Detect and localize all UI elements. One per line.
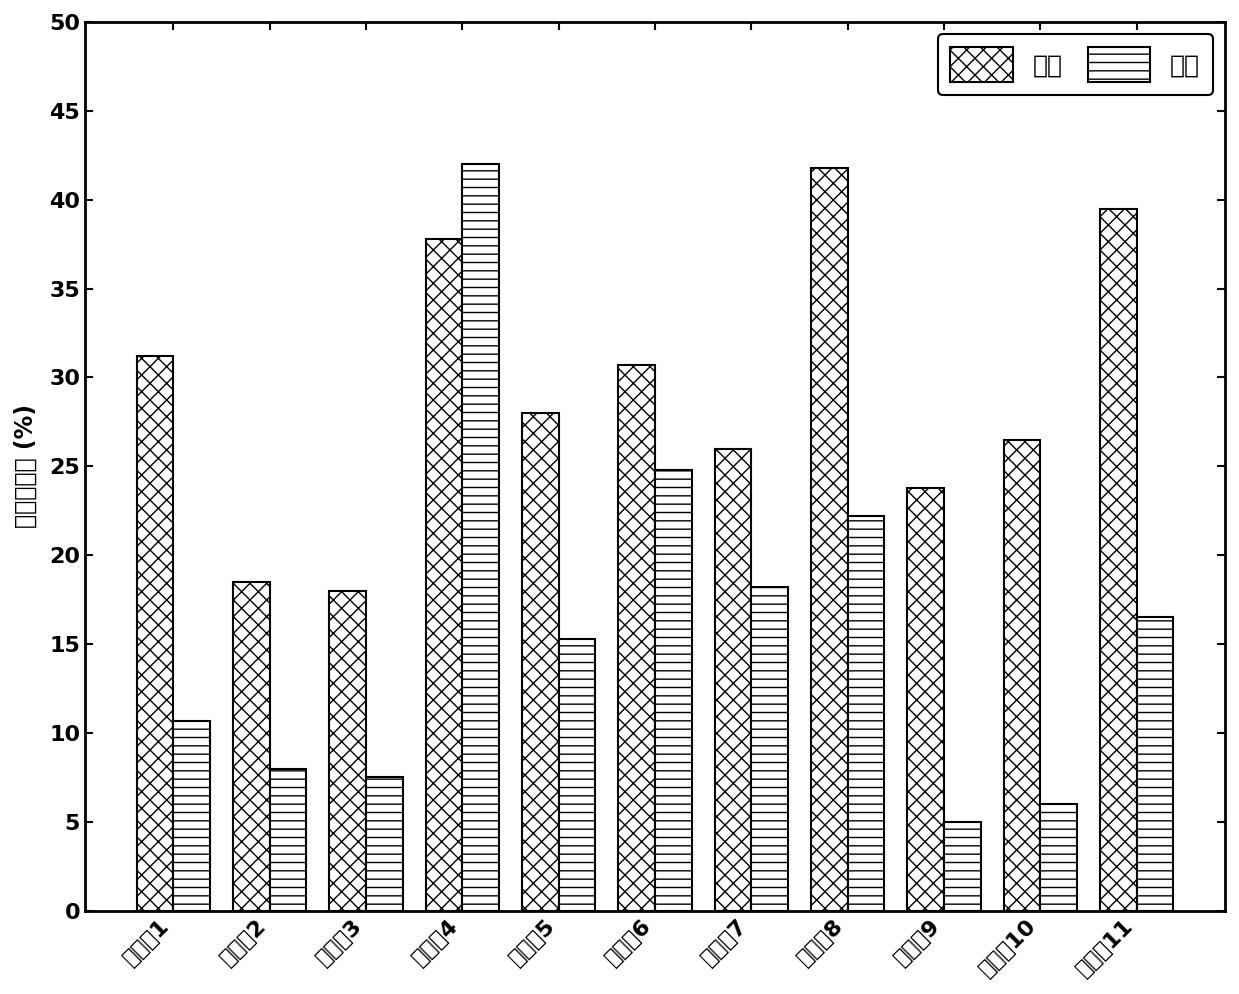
Legend: 甲烷, 乙烯: 甲烷, 乙烯: [938, 35, 1213, 94]
Bar: [233, 581, 270, 911]
Bar: [944, 822, 980, 911]
Bar: [1100, 209, 1136, 911]
Bar: [715, 448, 751, 911]
Bar: [136, 356, 173, 911]
Bar: [366, 777, 403, 911]
Bar: [1041, 804, 1077, 911]
Bar: [1136, 617, 1173, 911]
Bar: [751, 587, 788, 911]
Bar: [462, 164, 499, 911]
Bar: [655, 470, 691, 911]
Bar: [330, 590, 366, 911]
Y-axis label: 法拉第效率 (%): 法拉第效率 (%): [14, 405, 38, 528]
Bar: [812, 168, 847, 911]
Bar: [426, 239, 462, 911]
Bar: [559, 639, 595, 911]
Bar: [173, 721, 211, 911]
Bar: [522, 413, 559, 911]
Bar: [847, 516, 885, 911]
Bar: [270, 768, 306, 911]
Bar: [618, 365, 655, 911]
Bar: [907, 488, 944, 911]
Bar: [1004, 439, 1041, 911]
